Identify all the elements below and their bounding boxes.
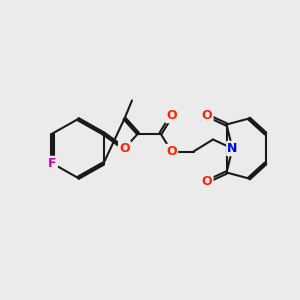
- Text: O: O: [202, 175, 212, 188]
- Text: O: O: [166, 145, 177, 158]
- Text: F: F: [48, 157, 57, 170]
- Text: O: O: [202, 109, 212, 122]
- Text: N: N: [227, 142, 238, 155]
- Text: O: O: [119, 142, 130, 155]
- Text: O: O: [166, 109, 177, 122]
